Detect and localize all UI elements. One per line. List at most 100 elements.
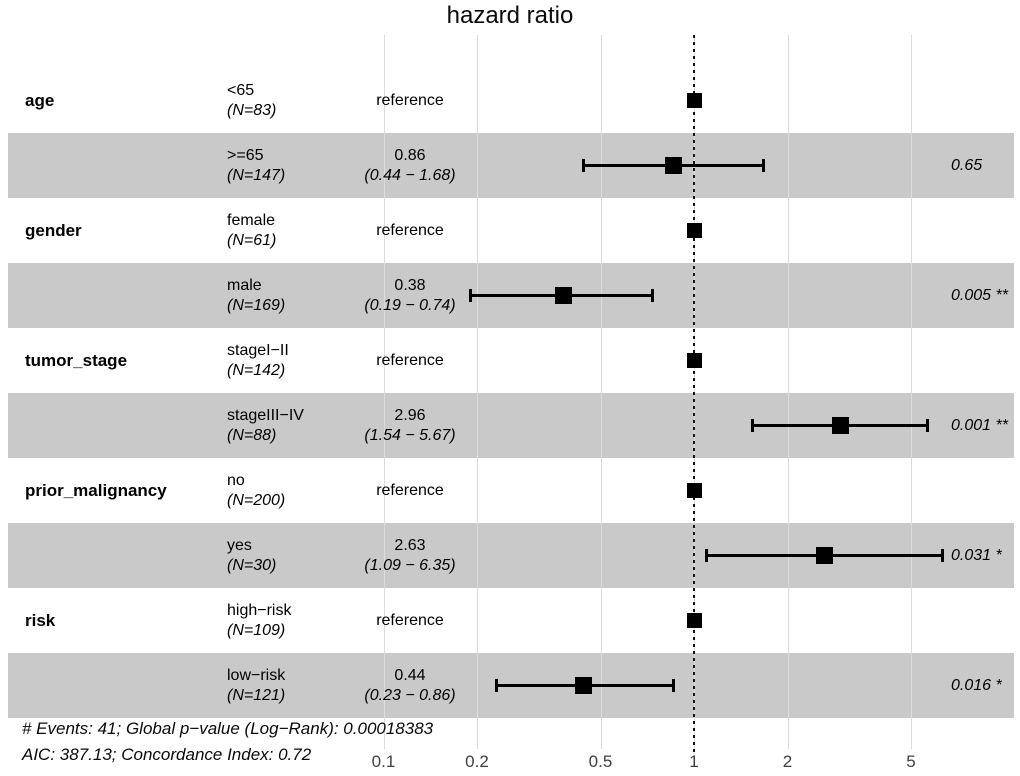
chart-title: hazard ratio — [446, 2, 574, 29]
n-label: (N=61) — [227, 231, 277, 249]
level-label: male — [227, 276, 262, 294]
variable-label: prior_malignancy — [25, 480, 167, 500]
reference-marker — [686, 223, 702, 238]
reference-line — [693, 35, 695, 753]
n-label: (N=169) — [227, 296, 286, 314]
estimate-cell: 2.96 (1.54 − 5.67) — [330, 393, 490, 458]
level-label: low−risk — [227, 666, 286, 684]
variable-label: risk — [25, 610, 56, 630]
estimate-label: 0.44 — [394, 666, 426, 684]
ci-label: (0.44 − 1.68) — [364, 166, 456, 184]
n-label: (N=88) — [227, 426, 277, 444]
gridline — [477, 35, 478, 749]
estimate-marker — [555, 287, 572, 304]
ci-cap-low — [469, 289, 473, 302]
estimate-marker — [831, 417, 849, 434]
ci-label: (0.23 − 0.86) — [364, 686, 456, 704]
footnote-aic-concordance: AIC: 387.13; Concordance Index: 0.72 — [22, 745, 312, 764]
variable-label: tumor_stage — [25, 350, 128, 370]
level-cell: >=65 (N=147) — [227, 133, 285, 198]
level-cell: low−risk (N=121) — [227, 653, 285, 718]
p-value-label: 0.001 ** — [951, 416, 1008, 434]
estimate-label: reference — [376, 221, 444, 239]
ci-cap-low — [751, 419, 755, 432]
estimate-cell: reference — [330, 458, 490, 523]
estimate-cell: 0.38 (0.19 − 0.74) — [330, 263, 490, 328]
level-label: high−risk — [227, 601, 292, 619]
reference-marker — [686, 93, 702, 108]
reference-marker — [686, 353, 702, 368]
level-label: female — [227, 211, 276, 229]
estimate-cell: reference — [330, 328, 490, 393]
n-label: (N=121) — [227, 686, 286, 704]
ci-cap-high — [941, 549, 945, 562]
n-label: (N=109) — [227, 621, 286, 639]
estimate-label: reference — [376, 481, 444, 499]
estimate-label: 0.38 — [394, 276, 426, 294]
estimate-cell: reference — [330, 588, 490, 653]
estimate-label: reference — [376, 351, 444, 369]
gridline — [787, 35, 789, 749]
estimate-label: reference — [376, 91, 444, 109]
footnote-events-pvalue: # Events: 41; Global p−value (Log−Rank):… — [22, 719, 434, 738]
estimate-cell: reference — [330, 198, 490, 263]
reference-marker — [686, 613, 702, 628]
level-cell: stageI−II (N=142) — [227, 328, 289, 393]
level-cell: stageIII−IV (N=88) — [227, 393, 304, 458]
level-cell: female (N=61) — [227, 198, 276, 263]
reference-marker — [686, 483, 702, 498]
level-cell: high−risk (N=109) — [227, 588, 291, 653]
p-value-label: 0.031 * — [951, 546, 1002, 564]
gridline — [911, 35, 912, 749]
estimate-cell: 0.44 (0.23 − 0.86) — [330, 653, 490, 718]
estimate-marker — [574, 677, 592, 694]
estimate-label: 2.63 — [394, 536, 426, 554]
ci-cap-low — [704, 549, 708, 562]
estimate-cell: 0.86 (0.44 − 1.68) — [330, 133, 490, 198]
estimate-marker — [665, 157, 683, 174]
x-tick-label: 0.2 — [465, 752, 489, 771]
n-label: (N=30) — [227, 556, 277, 574]
estimate-label: reference — [376, 611, 444, 629]
n-label: (N=200) — [227, 491, 286, 509]
level-cell: <65 (N=83) — [227, 68, 276, 133]
x-tick-label: 2 — [782, 752, 793, 771]
variable-label: age — [25, 90, 55, 110]
level-cell: male (N=169) — [227, 263, 285, 328]
ci-cap-high — [762, 159, 765, 172]
ci-cap-high — [926, 419, 929, 432]
ci-label: (1.54 − 5.67) — [364, 426, 456, 444]
level-label: stageIII−IV — [227, 406, 304, 424]
x-tick-label: 0.1 — [371, 752, 396, 771]
x-tick-label: 0.5 — [588, 752, 613, 771]
p-value-label: 0.005 ** — [951, 286, 1008, 304]
level-label: >=65 — [227, 146, 264, 164]
gridline — [600, 35, 602, 749]
ci-cap-low — [582, 159, 586, 172]
estimate-label: 0.86 — [394, 146, 426, 164]
level-label: stageI−II — [227, 341, 289, 359]
x-tick-label: 5 — [906, 752, 916, 771]
ci-cap-low — [494, 679, 498, 692]
ci-cap-high — [651, 289, 655, 302]
estimate-cell: reference — [330, 68, 490, 133]
ci-label: (0.19 − 0.74) — [364, 296, 456, 314]
variable-label: gender — [25, 220, 82, 240]
n-label: (N=142) — [227, 361, 286, 379]
gridline — [383, 35, 385, 749]
p-value-label: 0.65 — [951, 156, 983, 174]
estimate-marker — [815, 547, 833, 564]
p-value-label: 0.016 * — [951, 676, 1002, 694]
estimate-label: 2.96 — [394, 406, 426, 424]
row-stripe — [8, 133, 1014, 198]
n-label: (N=83) — [227, 101, 277, 119]
x-tick-label: 1 — [689, 752, 699, 771]
estimate-cell: 2.63 (1.09 − 6.35) — [330, 523, 490, 588]
ci-label: (1.09 − 6.35) — [364, 556, 456, 574]
level-cell: yes (N=30) — [227, 523, 276, 588]
level-label: <65 — [227, 81, 255, 99]
level-label: no — [227, 471, 245, 489]
level-cell: no (N=200) — [227, 458, 285, 523]
level-label: yes — [227, 536, 252, 554]
